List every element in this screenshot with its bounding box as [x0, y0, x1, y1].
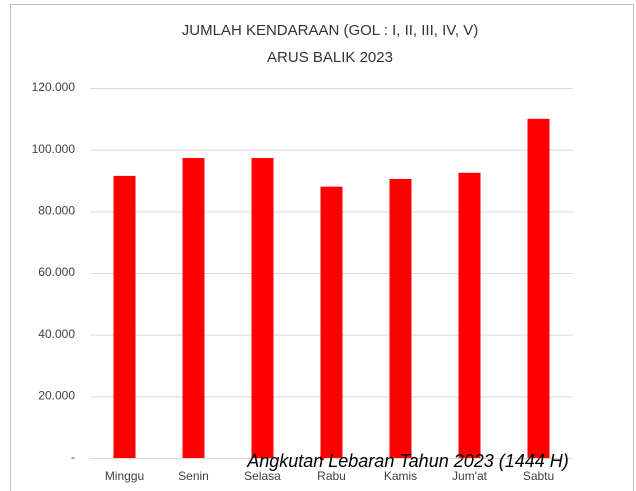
legend-swatch	[320, 456, 324, 460]
x-tick-label: Jum'at	[452, 469, 488, 483]
y-tick-label: 120.000	[32, 80, 76, 94]
x-tick-label: Selasa	[244, 469, 281, 483]
y-tick-label: 20.000	[38, 389, 75, 403]
chart-subtitle: ARUS BALIK 2023	[267, 49, 393, 66]
bar	[182, 157, 205, 458]
y-tick-label: 80.000	[38, 204, 75, 218]
annotation: Angkutan Lebaran Tahun 2023 (1444 H)	[246, 451, 569, 471]
bar	[458, 172, 481, 458]
bar	[320, 186, 343, 458]
bar	[527, 118, 550, 458]
x-tick-label: Sabtu	[523, 469, 554, 483]
chart-title: JUMLAH KENDARAAN (GOL : I, II, III, IV, …	[182, 22, 478, 39]
x-tick-label: Rabu	[317, 469, 346, 483]
x-tick-label: Minggu	[105, 469, 144, 483]
bar	[113, 175, 136, 458]
y-tick-label: -	[71, 450, 75, 464]
x-tick-label: Senin	[178, 469, 209, 483]
y-tick-label: 40.000	[38, 327, 75, 341]
bar	[389, 178, 412, 459]
x-tick-label: Kamis	[384, 469, 417, 483]
bar	[251, 157, 274, 458]
y-tick-label: 60.000	[38, 265, 75, 279]
y-tick-label: 100.000	[32, 142, 76, 156]
